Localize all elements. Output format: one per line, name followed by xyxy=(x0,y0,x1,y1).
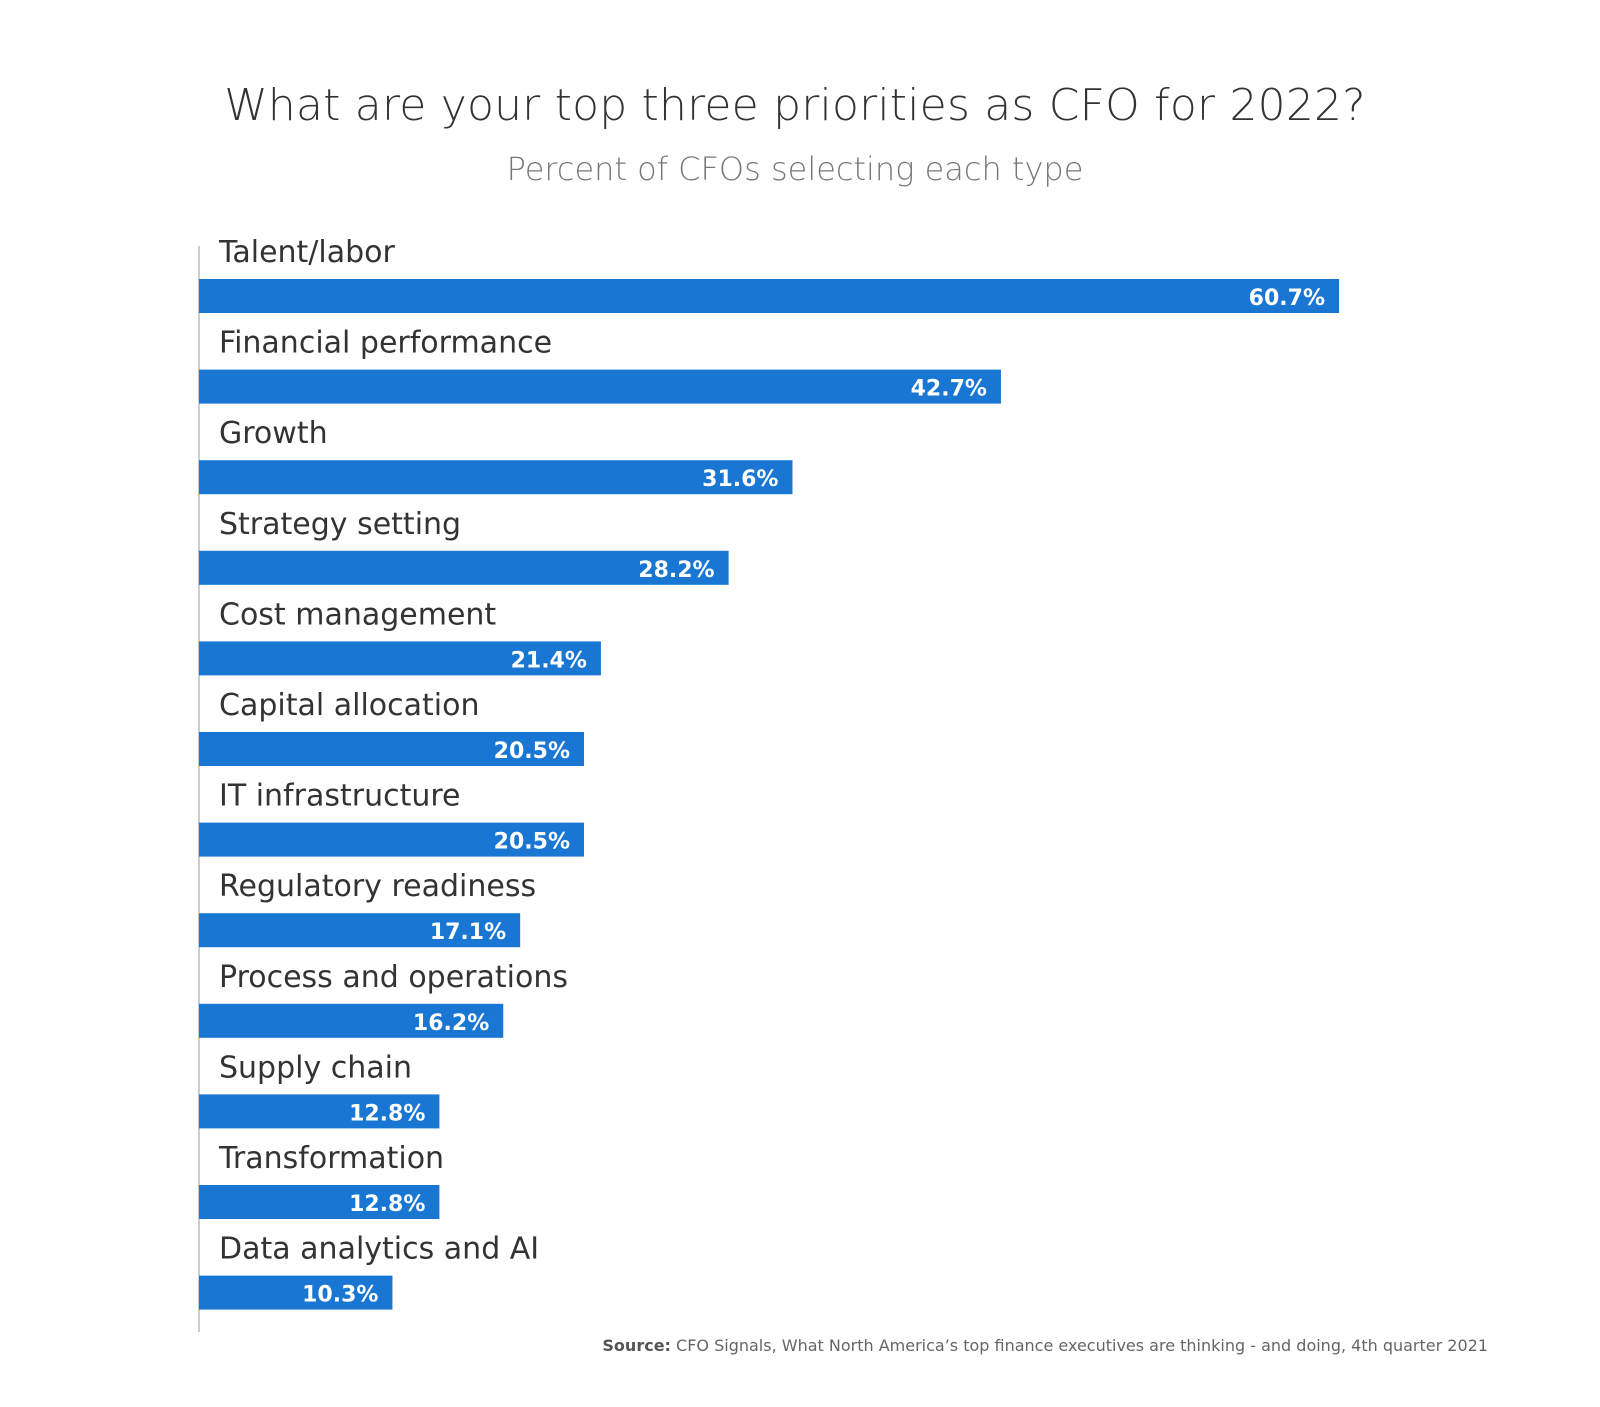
bar-group: Data analytics and AI 10.3% xyxy=(199,1232,539,1310)
data-label: 42.7% xyxy=(911,377,987,402)
data-label: 16.2% xyxy=(413,1011,489,1036)
data-label: 20.5% xyxy=(494,739,570,764)
category-label: Regulatory readiness xyxy=(219,869,536,904)
category-label: Strategy setting xyxy=(219,507,461,542)
bar-group: Transformation 12.8% xyxy=(199,1141,444,1219)
bar xyxy=(199,550,729,585)
category-label: IT infrastructure xyxy=(219,779,460,814)
bar-group: Growth 31.6% xyxy=(199,416,793,495)
bar xyxy=(199,732,585,766)
bar-group: Regulatory readiness 17.1% xyxy=(199,869,536,948)
bar-group: IT infrastructure 20.5% xyxy=(199,779,585,857)
source-label: Source: xyxy=(602,1336,671,1355)
data-label: 20.5% xyxy=(494,830,570,855)
category-label: Transformation xyxy=(218,1141,444,1176)
bar-group: Financial performance 42.7% xyxy=(199,326,1001,404)
bar xyxy=(199,279,1339,313)
category-label: Capital allocation xyxy=(219,688,479,723)
bar-group: Supply chain 12.8% xyxy=(199,1050,440,1129)
category-label: Financial performance xyxy=(219,326,552,361)
bar xyxy=(199,1003,504,1038)
bar-group: Process and operations 16.2% xyxy=(199,960,568,1038)
bar xyxy=(199,1094,440,1129)
bar xyxy=(199,460,793,495)
bar-group: Capital allocation 20.5% xyxy=(199,688,585,766)
bar xyxy=(199,913,521,948)
source-text: CFO Signals, What North America’s top fi… xyxy=(676,1336,1488,1355)
category-label: Talent/labor xyxy=(218,235,396,270)
category-label: Data analytics and AI xyxy=(219,1232,539,1267)
data-label: 10.3% xyxy=(302,1283,378,1308)
bar-group: Talent/labor 60.7% xyxy=(199,235,1339,313)
data-label: 31.6% xyxy=(702,467,778,492)
bar xyxy=(199,1275,393,1310)
data-label: 12.8% xyxy=(349,1192,425,1217)
data-label: 21.4% xyxy=(511,648,587,673)
data-label: 28.2% xyxy=(638,558,714,583)
bar-group: Cost management 21.4% xyxy=(199,597,601,676)
category-label: Process and operations xyxy=(219,960,568,995)
category-label: Supply chain xyxy=(219,1050,412,1085)
category-label: Growth xyxy=(219,416,328,451)
chart-subtitle: Percent of CFOs selecting each type xyxy=(506,150,1084,188)
bar-group: Strategy setting 28.2% xyxy=(199,507,729,585)
bar xyxy=(199,1185,440,1219)
data-label: 17.1% xyxy=(430,920,506,945)
source-note: Source: CFO Signals, What North America’… xyxy=(602,1336,1488,1355)
chart-title: What are your top three priorities as CF… xyxy=(224,80,1366,131)
data-label: 12.8% xyxy=(349,1101,425,1126)
data-label: 60.7% xyxy=(1249,286,1325,311)
bar xyxy=(199,369,1001,404)
bar xyxy=(199,822,585,857)
bar xyxy=(199,641,601,676)
category-label: Cost management xyxy=(219,597,496,632)
